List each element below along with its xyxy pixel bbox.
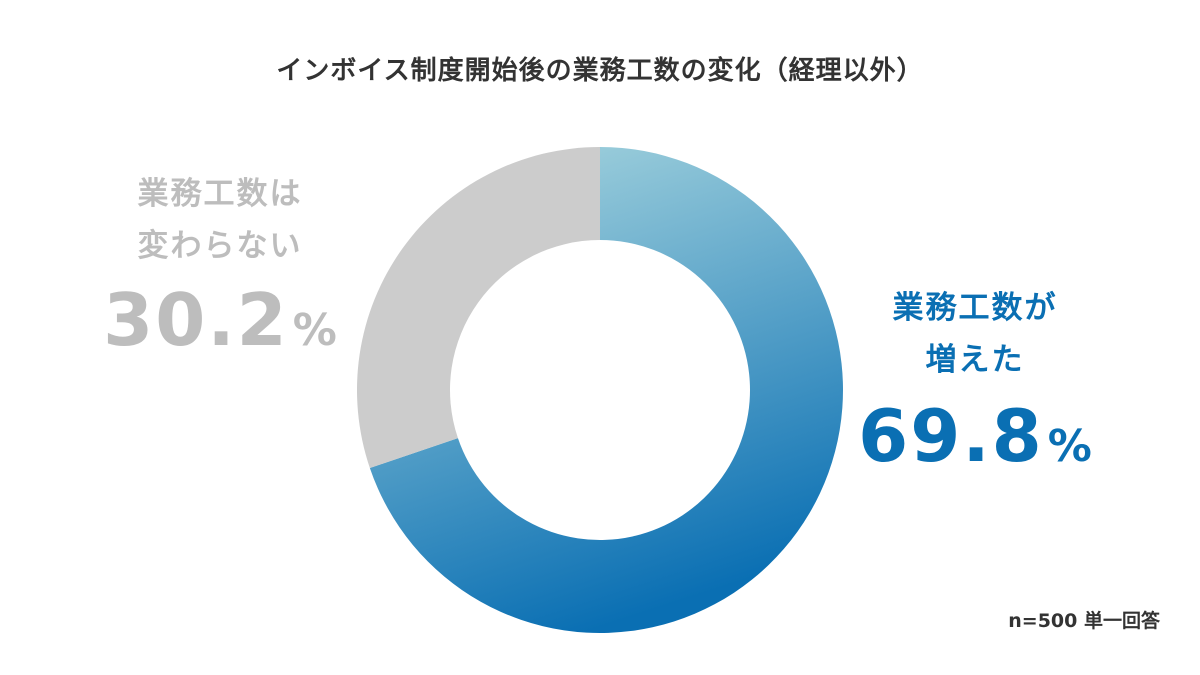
- label-unchanged-line-1: 業務工数は: [137, 176, 303, 212]
- slice-increased: [369, 147, 843, 633]
- chart-title: インボイス制度開始後の業務工数の変化（経理以外）: [276, 56, 924, 86]
- value-unchanged-number: 30.2: [103, 278, 289, 362]
- label-increased-line-1: 業務工数が: [892, 290, 1058, 326]
- label-unchanged: 業務工数は 変わらない 30.2%: [100, 168, 340, 362]
- label-increased-line-2: 増えた: [925, 342, 1025, 378]
- slice-unchanged: [357, 147, 600, 468]
- value-increased-unit: %: [1047, 421, 1092, 472]
- value-unchanged-unit: %: [292, 305, 337, 356]
- value-increased: 69.8%: [855, 394, 1095, 478]
- label-increased: 業務工数が 増えた 69.8%: [855, 282, 1095, 478]
- value-unchanged: 30.2%: [100, 278, 340, 362]
- value-increased-number: 69.8: [858, 394, 1044, 478]
- sample-note: n=500 単一回答: [1008, 610, 1160, 632]
- label-unchanged-line-2: 変わらない: [137, 228, 303, 264]
